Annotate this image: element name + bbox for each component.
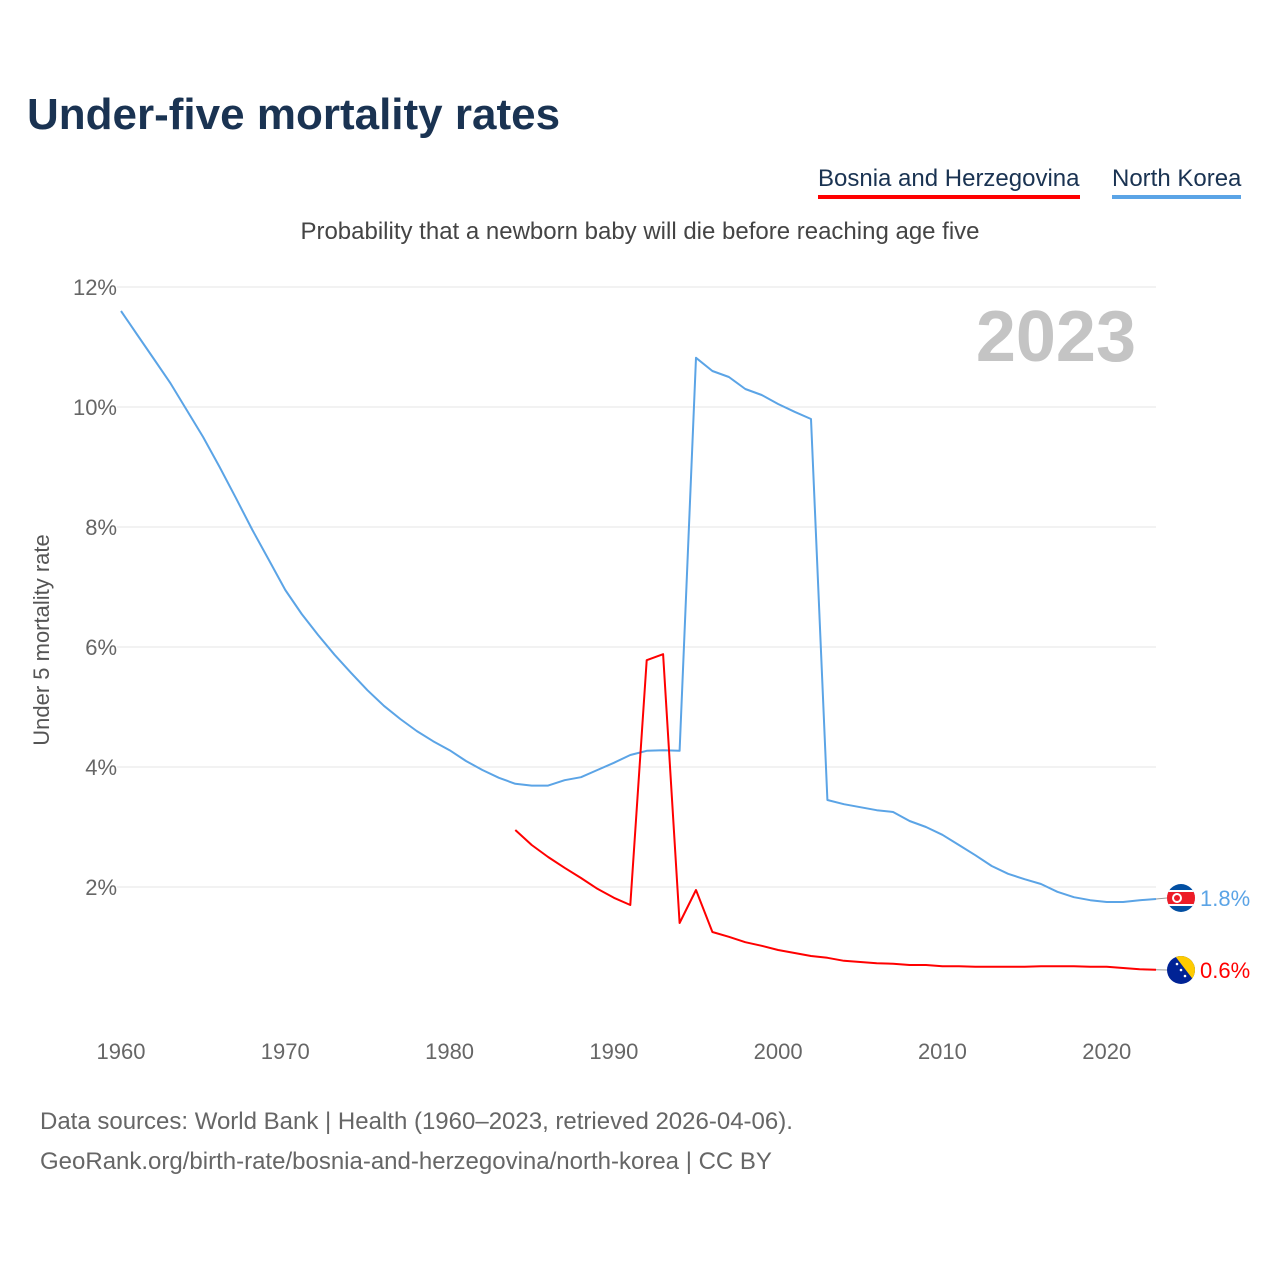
y-tick-label: 12% bbox=[73, 275, 117, 300]
source-text: Data sources: World Bank | Health (1960–… bbox=[40, 1108, 793, 1135]
chart-subtitle: Probability that a newborn baby will die… bbox=[300, 218, 980, 245]
chart-title: Under-five mortality rates bbox=[27, 90, 561, 139]
y-tick-label: 6% bbox=[85, 635, 117, 660]
series-line-north-korea bbox=[120, 310, 1157, 903]
source-url: GeoRank.org/birth-rate/bosnia-and-herzeg… bbox=[40, 1148, 772, 1175]
end-value-label: 0.6% bbox=[1200, 958, 1250, 983]
north-korea-flag-icon bbox=[1167, 884, 1195, 912]
y-tick-label: 4% bbox=[85, 755, 117, 780]
x-tick-label: 1960 bbox=[97, 1039, 146, 1064]
x-tick-label: 1990 bbox=[589, 1039, 638, 1064]
label-connector bbox=[1155, 897, 1168, 900]
series-line-bosnia-and-herzegovina bbox=[514, 653, 1157, 971]
y-tick-label: 8% bbox=[85, 515, 117, 540]
bosnia-flag-icon bbox=[1167, 956, 1195, 984]
end-value-label: 1.8% bbox=[1200, 886, 1250, 911]
year-label: 2023 bbox=[976, 297, 1136, 377]
x-tick-label: 1970 bbox=[261, 1039, 310, 1064]
legend-item-bosnia[interactable]: Bosnia and Herzegovina bbox=[818, 165, 1080, 199]
x-tick-label: 2000 bbox=[754, 1039, 803, 1064]
legend-item-north-korea[interactable]: North Korea bbox=[1112, 165, 1242, 199]
x-tick-label: 2020 bbox=[1082, 1039, 1131, 1064]
x-tick-label: 2010 bbox=[918, 1039, 967, 1064]
y-tick-label: 10% bbox=[73, 395, 117, 420]
x-tick-label: 1980 bbox=[425, 1039, 474, 1064]
y-tick-label: 2% bbox=[85, 875, 117, 900]
